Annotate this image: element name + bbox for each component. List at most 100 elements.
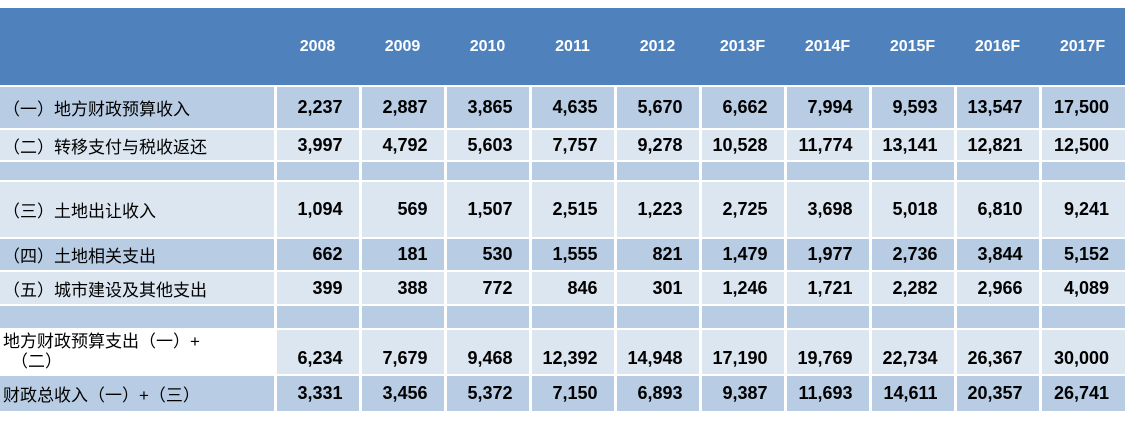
value-cell: 30,000	[1040, 329, 1125, 376]
spacer-cell	[700, 305, 787, 330]
row-label-line: （二）	[11, 352, 62, 371]
value-cell: 3,865	[445, 86, 532, 130]
value-cell: 3,331	[275, 375, 362, 413]
spacer-cell	[530, 161, 617, 182]
value-cell: 2,515	[530, 181, 617, 239]
value-cell: 3,997	[275, 129, 362, 162]
spacer-cell	[955, 305, 1042, 330]
spacer-cell	[0, 161, 277, 182]
row-label: （四）土地相关支出	[0, 238, 277, 272]
value-cell: 388	[360, 271, 447, 306]
value-cell: 1,977	[785, 238, 872, 272]
value-cell: 1,246	[700, 271, 787, 306]
value-cell: 5,152	[1040, 238, 1125, 272]
table-row: （三）土地出让收入 1,094 569 1,507 2,515 1,223 2,…	[0, 181, 1125, 239]
spacer-cell	[615, 305, 702, 330]
header-row: 2008 2009 2010 2011 2012 2013F 2014F 201…	[0, 8, 1125, 87]
table-row: （一）地方财政预算收入 2,237 2,887 3,865 4,635 5,67…	[0, 86, 1125, 130]
value-cell: 7,150	[530, 375, 617, 413]
column-header: 2011	[530, 8, 615, 87]
value-cell: 4,089	[1040, 271, 1125, 306]
value-cell: 14,948	[615, 329, 702, 376]
spacer-cell	[1040, 305, 1125, 330]
column-header: 2015F	[870, 8, 955, 87]
spacer-cell	[615, 161, 702, 182]
value-cell: 13,141	[870, 129, 957, 162]
value-cell: 1,094	[275, 181, 362, 239]
value-cell: 2,237	[275, 86, 362, 130]
value-cell: 3,456	[360, 375, 447, 413]
value-cell: 26,367	[955, 329, 1042, 376]
value-cell: 17,190	[700, 329, 787, 376]
spacer-cell	[275, 161, 362, 182]
value-cell: 2,282	[870, 271, 957, 306]
value-cell: 5,018	[870, 181, 957, 239]
value-cell: 9,241	[1040, 181, 1125, 239]
spacer-row	[0, 161, 1125, 182]
corner-cell	[0, 8, 275, 87]
value-cell: 7,757	[530, 129, 617, 162]
row-label: 财政总收入（一）+（三）	[0, 375, 277, 413]
column-header: 2017F	[1040, 8, 1125, 87]
value-cell: 6,234	[275, 329, 362, 376]
value-cell: 1,223	[615, 181, 702, 239]
spacer-cell	[0, 305, 277, 330]
spacer-cell	[445, 161, 532, 182]
value-cell: 569	[360, 181, 447, 239]
column-header: 2014F	[785, 8, 870, 87]
value-cell: 12,821	[955, 129, 1042, 162]
value-cell: 2,887	[360, 86, 447, 130]
row-label: （五）城市建设及其他支出	[0, 271, 277, 306]
value-cell: 1,507	[445, 181, 532, 239]
value-cell: 530	[445, 238, 532, 272]
value-cell: 2,966	[955, 271, 1042, 306]
value-cell: 181	[360, 238, 447, 272]
spacer-cell	[870, 161, 957, 182]
row-label-line: 地方财政预算支出（一）+	[3, 332, 200, 351]
value-cell: 4,635	[530, 86, 617, 130]
value-cell: 3,698	[785, 181, 872, 239]
value-cell: 1,721	[785, 271, 872, 306]
value-cell: 1,555	[530, 238, 617, 272]
row-label: （二）转移支付与税收返还	[0, 129, 277, 162]
value-cell: 17,500	[1040, 86, 1125, 130]
spacer-cell	[1040, 161, 1125, 182]
value-cell: 2,736	[870, 238, 957, 272]
value-cell: 821	[615, 238, 702, 272]
value-cell: 11,774	[785, 129, 872, 162]
spacer-cell	[445, 305, 532, 330]
value-cell: 12,500	[1040, 129, 1125, 162]
spacer-cell	[870, 305, 957, 330]
value-cell: 2,725	[700, 181, 787, 239]
page: 2008 2009 2010 2011 2012 2013F 2014F 201…	[0, 8, 1131, 439]
column-header: 2008	[275, 8, 360, 87]
table-row: （四）土地相关支出 662 181 530 1,555 821 1,479 1,…	[0, 238, 1125, 272]
value-cell: 4,792	[360, 129, 447, 162]
column-header: 2009	[360, 8, 445, 87]
value-cell: 10,528	[700, 129, 787, 162]
value-cell: 14,611	[870, 375, 957, 413]
value-cell: 5,603	[445, 129, 532, 162]
value-cell: 9,593	[870, 86, 957, 130]
value-cell: 22,734	[870, 329, 957, 376]
value-cell: 19,769	[785, 329, 872, 376]
value-cell: 772	[445, 271, 532, 306]
spacer-cell	[785, 305, 872, 330]
value-cell: 6,662	[700, 86, 787, 130]
value-cell: 9,387	[700, 375, 787, 413]
value-cell: 5,372	[445, 375, 532, 413]
value-cell: 662	[275, 238, 362, 272]
value-cell: 9,468	[445, 329, 532, 376]
row-label: （三）土地出让收入	[0, 181, 277, 239]
table-row: 财政总收入（一）+（三） 3,331 3,456 5,372 7,150 6,8…	[0, 375, 1125, 413]
value-cell: 301	[615, 271, 702, 306]
spacer-row	[0, 305, 1125, 330]
spacer-cell	[955, 161, 1042, 182]
value-cell: 399	[275, 271, 362, 306]
column-header: 2013F	[700, 8, 785, 87]
value-cell: 5,670	[615, 86, 702, 130]
value-cell: 13,547	[955, 86, 1042, 130]
value-cell: 6,893	[615, 375, 702, 413]
value-cell: 3,844	[955, 238, 1042, 272]
value-cell: 9,278	[615, 129, 702, 162]
